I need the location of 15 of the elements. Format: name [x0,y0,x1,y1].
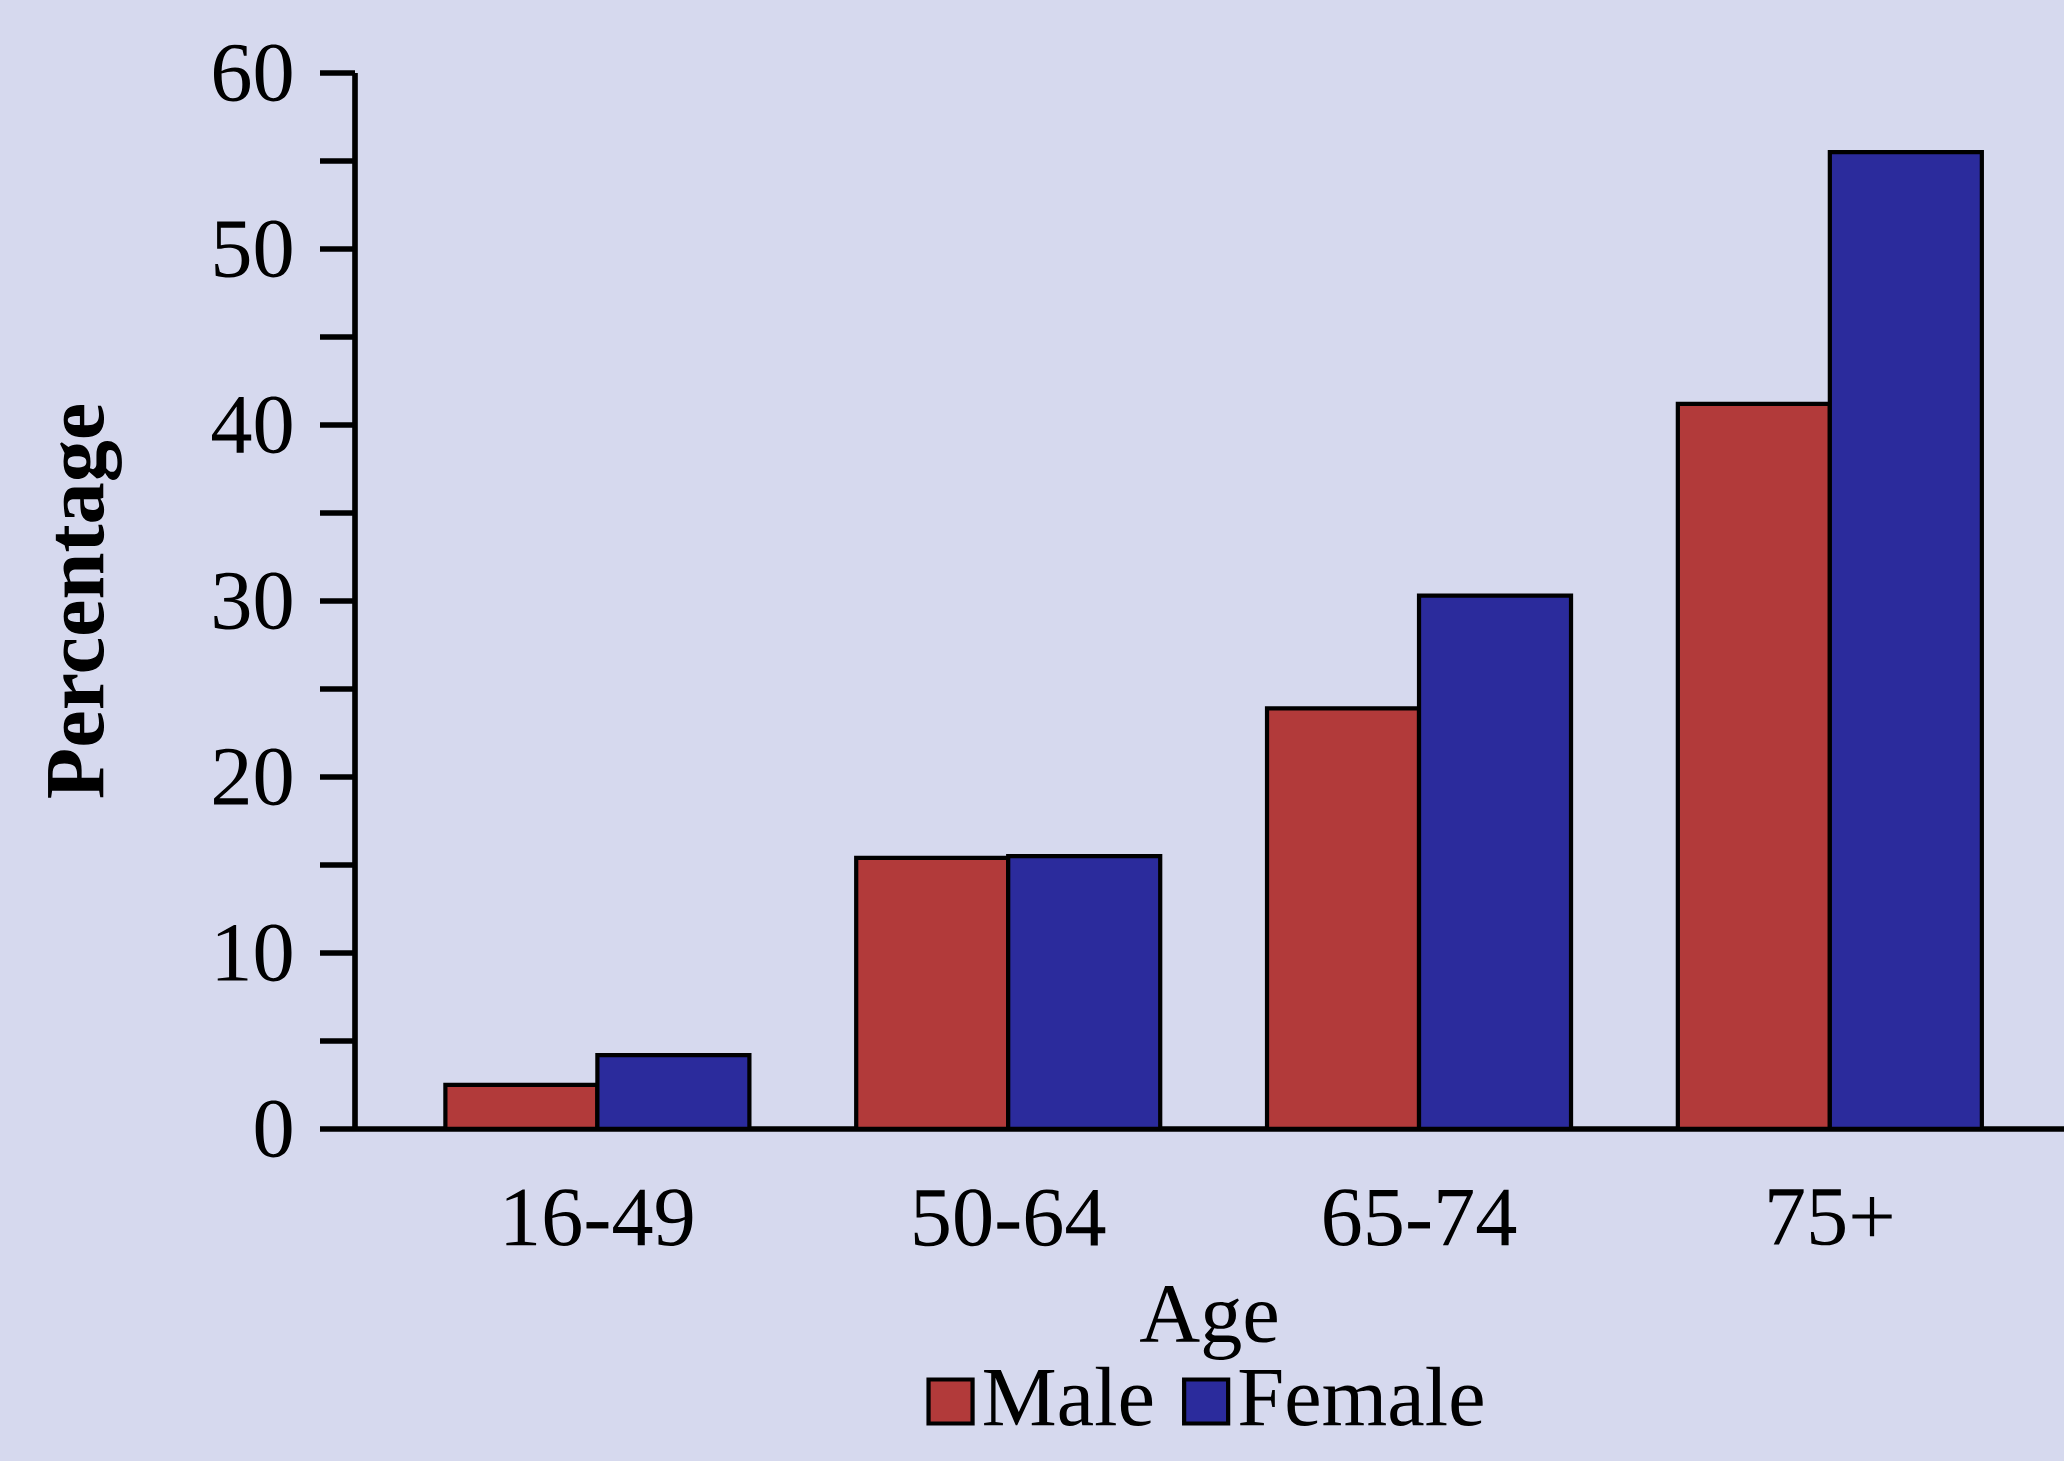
x-axis-title: Age [1140,1286,1277,1360]
y-tick-label: 30 [214,572,292,630]
y-tick-label: 0 [255,1100,292,1158]
x-tick-label: 65-74 [1324,1189,1517,1246]
x-tick-label: 50-64 [914,1189,1106,1247]
legend-label: Male [984,1366,1153,1427]
y-tick-label: 50 [215,220,292,278]
y-tick-label: 40 [212,396,292,454]
x-tick-label: 16-49 [506,1189,693,1246]
y-axis-title: Percentage [48,404,122,798]
y-tick-label: 10 [217,924,292,982]
x-tick-label: 75+ [1769,1189,1892,1246]
y-tick-label: 20 [214,748,292,806]
legend-label: Female [1239,1366,1483,1427]
y-tick-label: 60 [213,44,292,102]
